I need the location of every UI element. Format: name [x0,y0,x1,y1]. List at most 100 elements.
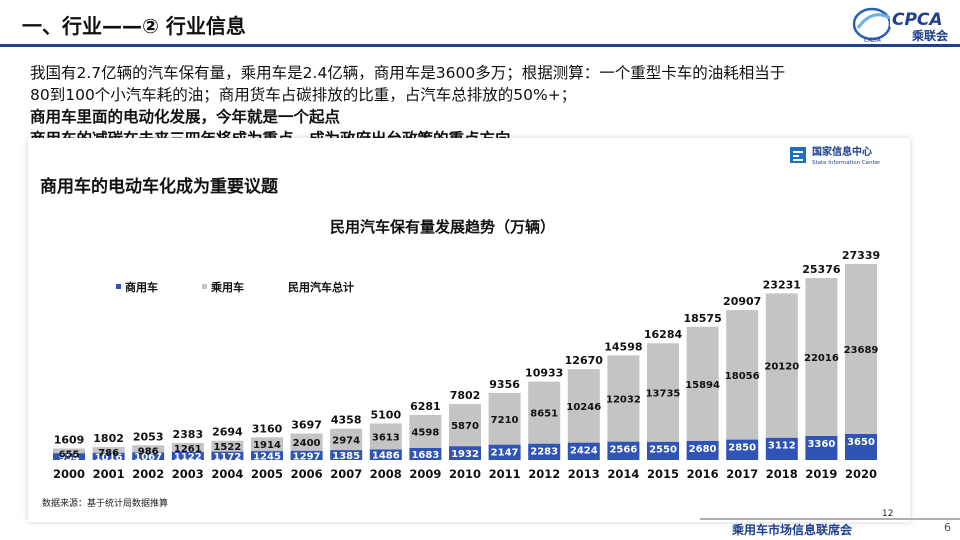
label-total: 2053 [133,430,164,443]
label-passenger: 3613 [372,432,400,443]
label-total: 16284 [644,328,683,341]
bar-commercial [567,442,600,460]
x-tick-label: 2006 [291,467,323,481]
x-tick-label: 2009 [409,467,441,481]
x-tick-label: 2000 [53,467,85,481]
bar-passenger [647,343,679,442]
label-total: 18575 [683,312,721,325]
data-source: 数据来源：基于统计局数据推算 [42,497,168,509]
footer-rule [700,518,960,520]
legend-label-commercial: 商用车 [125,280,158,294]
label-commercial: 2283 [530,447,558,458]
panel-heading: 商用车的电动车化成为重要议题 [40,176,279,197]
label-total: 2383 [172,428,203,441]
label-passenger: 655 [59,449,80,460]
chart-panel: 国家信息中心 State Information Center 商用车的电动车化… [28,138,910,522]
label-passenger: 23689 [844,345,879,356]
bar-passenger [845,264,877,434]
chart-title: 民用汽车保有量发展趋势（万辆） [330,218,555,236]
x-tick-label: 2013 [568,467,600,481]
bar-commercial [211,451,244,460]
label-passenger: 18056 [725,371,760,382]
bar-commercial [488,444,521,460]
label-commercial: 1385 [332,451,360,462]
label-commercial: 2424 [570,446,598,457]
bar-commercial [409,447,442,460]
label-total: 23231 [763,278,801,291]
label-total: 2694 [212,426,243,439]
label-commercial: 1245 [253,452,281,463]
label-passenger: 12032 [606,394,641,405]
label-total: 5100 [370,408,401,421]
bar-passenger [369,423,402,450]
bar-commercial [765,437,798,460]
vehicle-ownership-chart: 商用车的电动车化成为重要议题 民用汽车保有量发展趋势（万辆） 商用车 乘用车 民… [40,176,893,519]
state-information-center-logo: 国家信息中心 State Information Center [790,145,881,166]
label-total: 12670 [565,354,604,367]
x-tick-label: 2014 [607,467,639,481]
label-commercial: 3360 [807,439,835,450]
bar-commercial [845,433,877,460]
x-tick-label: 2003 [172,467,204,481]
label-commercial: 3650 [847,437,875,448]
bar-passenger [567,369,600,443]
label-total: 25376 [802,263,841,276]
bar-passenger [488,392,521,445]
logo-text: CPCA [892,10,943,30]
label-passenger: 1261 [174,444,202,455]
bar-commercial [369,449,402,460]
label-total: 4358 [331,414,362,427]
intro-text: 我国有2.7亿辆的汽车保有量，乘用车是2.4亿辆，商用车是3600多万；根据测算… [30,62,940,150]
label-total: 27339 [842,249,880,262]
panel-page-ref: 12 [882,509,893,519]
label-passenger: 7210 [491,415,519,426]
bar-passenger [805,278,838,436]
label-total: 9356 [489,378,520,391]
label-passenger: 4598 [411,427,439,438]
bar-passenger [330,428,363,451]
bar-commercial [449,446,481,460]
bar-passenger [409,414,442,448]
label-total: 10933 [525,367,563,380]
x-tick-label: 2011 [489,467,521,481]
bar-passenger [211,440,244,452]
bar-commercial [805,435,838,460]
logo-small-text: CADA [864,37,881,44]
label-commercial: 1172 [213,452,241,463]
label-commercial: 2680 [689,444,717,455]
x-tick-label: 2012 [528,467,560,481]
label-passenger: 1522 [213,442,241,453]
label-passenger: 986 [138,446,159,457]
x-tick-label: 2005 [251,467,283,481]
bar-passenger [449,404,481,447]
bar-commercial [726,439,759,460]
label-passenger: 15894 [685,380,720,391]
bar-commercial [171,451,204,460]
bar-passenger [92,447,125,453]
label-commercial: 1122 [174,452,202,463]
x-tick-label: 2015 [647,467,679,481]
label-passenger: 20120 [764,362,799,373]
x-tick-label: 2018 [766,467,798,481]
label-commercial: 3112 [768,441,796,452]
bar-commercial [647,441,679,460]
label-passenger: 13735 [646,388,681,399]
label-passenger: 2974 [332,435,360,446]
label-total: 14598 [604,340,642,353]
x-tick-label: 2004 [211,467,243,481]
bar-commercial [528,443,561,460]
x-tick-label: 2016 [687,467,719,481]
bar-passenger [290,433,323,451]
label-total: 20907 [723,295,761,308]
label-total: 7802 [450,389,481,402]
label-total: 3697 [291,418,322,431]
bar-passenger [171,442,204,452]
label-commercial: 1932 [451,449,479,460]
label-commercial: 2147 [491,448,519,459]
label-commercial: 2850 [728,443,756,454]
logo-subtext: 乘联会 [911,28,949,43]
bar-commercial [686,440,719,460]
x-tick-label: 2002 [132,467,164,481]
label-total: 3160 [252,422,283,435]
intro-line-1: 我国有2.7亿辆的汽车保有量，乘用车是2.4亿辆，商用车是3600多万；根据测算… [30,64,786,82]
